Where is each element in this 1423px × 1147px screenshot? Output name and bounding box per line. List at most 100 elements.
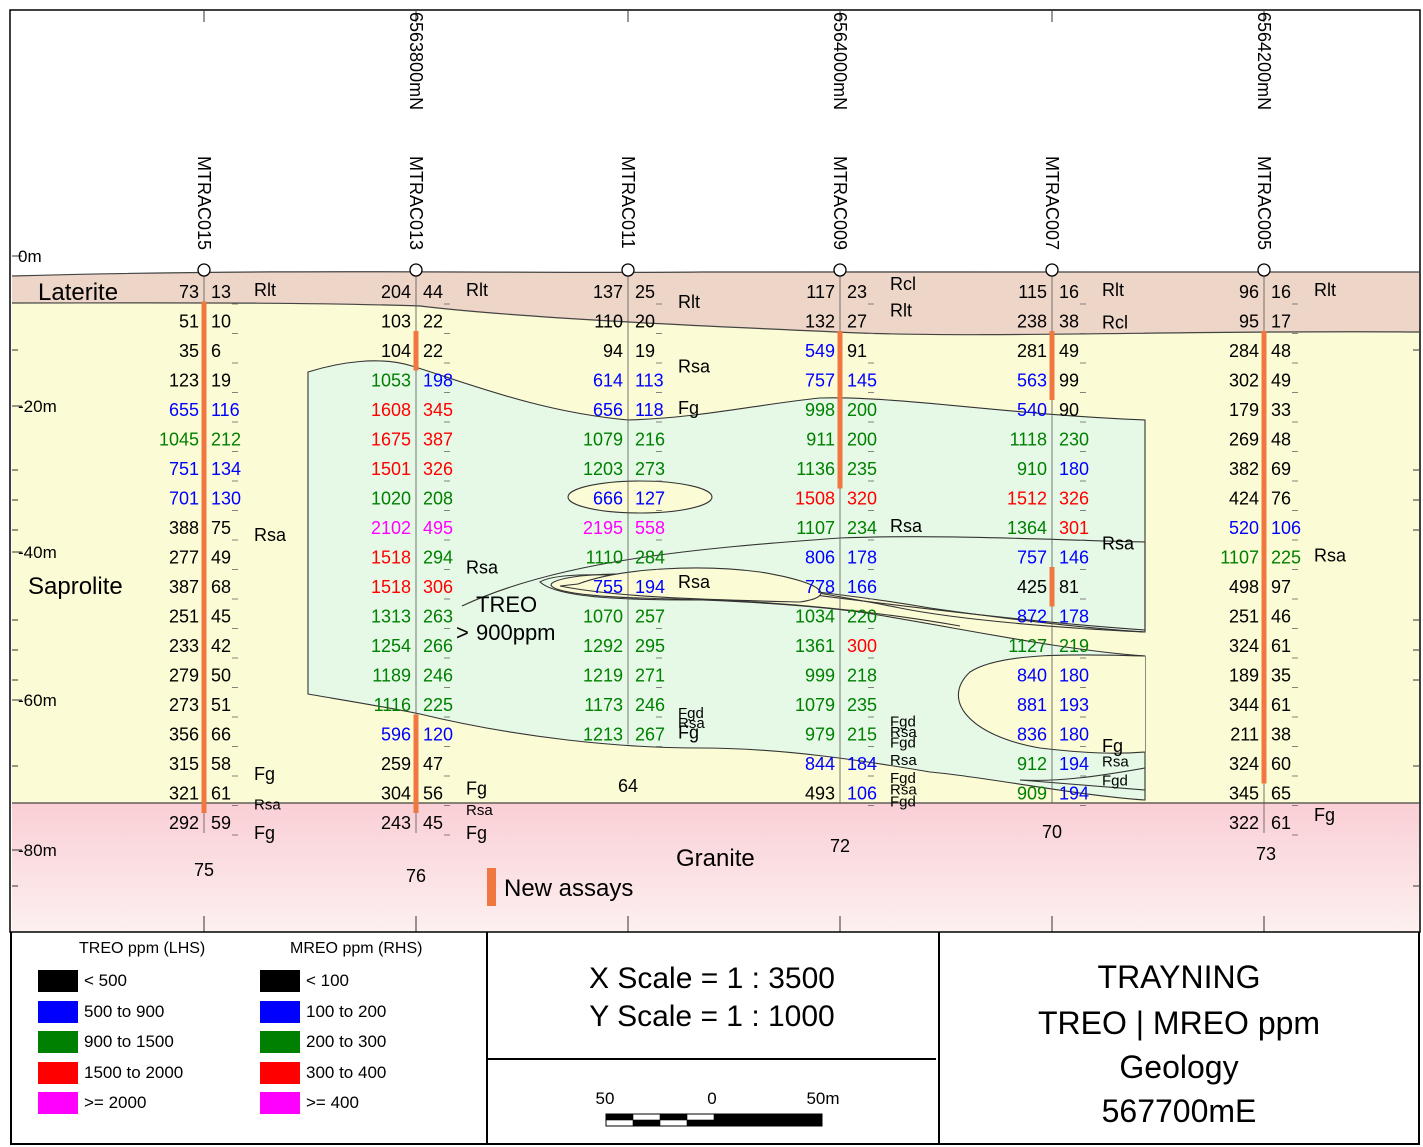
drillhole-mtrac009: MTRAC009 117 23 132 27 549 91 757 145 998 200 911 20… <box>795 156 923 856</box>
mreo-value: 49 <box>1271 371 1291 391</box>
treo-value: 115 <box>1018 282 1047 302</box>
saprolite-ellipse <box>567 480 713 514</box>
treo-value: 251 <box>1229 607 1259 627</box>
treo-value: 211 <box>1230 725 1259 745</box>
end-depth-label: 75 <box>194 860 214 880</box>
geology-code: Fgd <box>1102 773 1128 790</box>
geology-code: Rlt <box>1102 280 1124 300</box>
geology-code: Rsa <box>890 782 917 799</box>
treo-value: 1219 <box>583 666 623 686</box>
treo-value: 322 <box>1229 813 1259 833</box>
mreo-value: 216 <box>635 430 665 450</box>
treo-swatch <box>38 1092 78 1114</box>
treo-value: 656 <box>593 400 623 420</box>
end-depth-label: 73 <box>1256 844 1276 864</box>
mreo-value: 180 <box>1059 459 1089 479</box>
legend-panel: TREO ppm (LHS) MREO ppm (RHS) < 500 500 t… <box>10 932 488 1145</box>
mreo-value: 234 <box>847 518 877 538</box>
treo-value: 999 <box>805 666 835 686</box>
geology-code: Fgd <box>678 705 704 722</box>
mreo-value: 257 <box>635 607 665 627</box>
mreo-value: 198 <box>423 371 453 391</box>
treo-value: 123 <box>169 371 199 391</box>
treo-legend-label: >= 2000 <box>84 1093 147 1112</box>
treo-value: 1034 <box>795 607 835 627</box>
hole-id-label: MTRAC011 <box>618 156 638 249</box>
mreo-value: 6 <box>211 341 221 361</box>
treo-value: 1518 <box>371 577 411 597</box>
treo-value: 259 <box>381 754 411 774</box>
mreo-value: 246 <box>423 666 453 686</box>
treo-value: 281 <box>1017 341 1047 361</box>
treo-value: 321 <box>169 784 199 804</box>
treo-value: 1107 <box>796 518 835 538</box>
treo-value: 909 <box>1017 784 1047 804</box>
mreo-value: 306 <box>423 577 453 597</box>
treo-value: 251 <box>169 607 199 627</box>
mreo-value: 91 <box>847 341 867 361</box>
mreo-value: 42 <box>211 636 231 656</box>
mreo-value: 13 <box>211 282 231 302</box>
treo-value: 387 <box>169 577 199 597</box>
treo-value: 1107 <box>1220 548 1259 568</box>
geology-code: Rsa <box>1102 534 1135 554</box>
treo-value: 51 <box>179 312 199 332</box>
scale-bar-label-left: 50 <box>596 1089 615 1108</box>
mreo-value: 45 <box>211 607 231 627</box>
mreo-value: 387 <box>423 430 453 450</box>
mreo-value: 61 <box>1271 813 1291 833</box>
treo-value: 998 <box>805 400 835 420</box>
mreo-value: 16 <box>1059 282 1079 302</box>
mreo-value: 68 <box>211 577 231 597</box>
mreo-value: 81 <box>1059 577 1079 597</box>
mreo-value: 50 <box>211 666 231 686</box>
mreo-value: 45 <box>423 813 443 833</box>
mreo-legend-row: 300 to 400 <box>260 1061 386 1084</box>
mreo-value: 220 <box>847 607 877 627</box>
treo-value: 1313 <box>371 607 411 627</box>
new-assay-interval <box>413 331 419 371</box>
treo-value: 757 <box>805 371 835 391</box>
mreo-value: 23 <box>847 282 867 302</box>
mreo-legend-row: >= 400 <box>260 1092 359 1114</box>
treo-value: 356 <box>169 725 199 745</box>
mreo-value: 267 <box>635 725 665 745</box>
treo-value: 103 <box>381 312 411 332</box>
sky <box>12 11 1419 273</box>
mreo-legend-label: 100 to 200 <box>306 1001 387 1021</box>
treo-value: 493 <box>805 784 835 804</box>
mreo-value: 266 <box>423 636 453 656</box>
granite-band <box>12 803 1419 932</box>
treo-value: 73 <box>179 282 199 302</box>
scale-divider <box>488 1058 936 1060</box>
treo-value: 540 <box>1017 400 1047 420</box>
title-panel: TRAYNING TREO | MREO ppm Geology 567700m… <box>938 932 1420 1145</box>
treo-value: 1292 <box>583 636 623 656</box>
y-scale-text: Y Scale = 1 : 1000 <box>589 1000 835 1033</box>
treo-value: 1512 <box>1007 489 1047 509</box>
geology-code: Rsa <box>1102 754 1129 771</box>
section-frame <box>9 9 1421 933</box>
mreo-value: 10 <box>211 312 231 332</box>
collar-marker <box>621 263 635 277</box>
mreo-value: 61 <box>1271 695 1291 715</box>
zone-boundary-middle <box>461 536 1146 631</box>
geology-code: Fgd <box>890 793 916 810</box>
geology-code: Rsa <box>678 572 711 592</box>
mreo-value: 225 <box>423 695 453 715</box>
treo-value: 836 <box>1017 725 1047 745</box>
end-depth-label: 70 <box>1042 822 1062 842</box>
depth-label: -20m <box>18 397 57 416</box>
treo-value: 324 <box>1229 754 1259 774</box>
mreo-value: 113 <box>635 371 664 391</box>
mreo-value: 295 <box>635 636 665 656</box>
northing-label: 6563800mN <box>406 12 426 110</box>
treo-value: 840 <box>1017 666 1047 686</box>
treo-value: 549 <box>805 341 835 361</box>
mreo-value: 219 <box>1059 636 1089 656</box>
laterite-base-line <box>11 302 1420 336</box>
mreo-value: 22 <box>423 341 443 361</box>
treo-value: 382 <box>1229 459 1259 479</box>
treo-value: 1189 <box>372 666 411 686</box>
treo-value: 844 <box>805 754 835 774</box>
